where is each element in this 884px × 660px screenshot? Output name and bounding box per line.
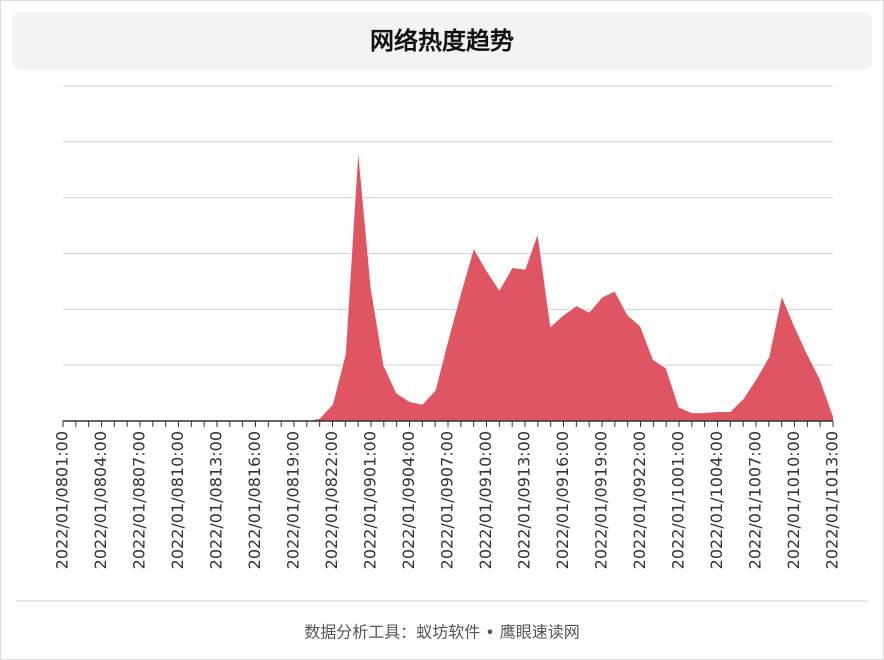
x-tick-label: 2022/01/0822:00 (322, 431, 341, 569)
x-tick-label: 2022/01/0801:00 (53, 431, 72, 569)
x-tick-label: 2022/01/1010:00 (784, 431, 803, 569)
x-tick-label: 2022/01/1004:00 (707, 431, 726, 569)
x-tick-label: 2022/01/0813:00 (207, 431, 226, 569)
x-tick-label: 2022/01/0901:00 (361, 431, 380, 569)
footer: 数据分析工具：蚁坊软件 • 鹰眼速读网 (304, 623, 580, 642)
x-tick-label: 2022/01/1001:00 (669, 431, 688, 569)
x-tick-label: 2022/01/0922:00 (630, 431, 649, 569)
x-tick-label: 2022/01/0910:00 (476, 431, 495, 569)
x-tick-label: 2022/01/0819:00 (284, 431, 303, 569)
x-tick-label: 2022/01/1007:00 (746, 431, 765, 569)
x-tick-label: 2022/01/0810:00 (168, 431, 187, 569)
x-tick-label: 2022/01/0804:00 (91, 431, 110, 569)
area (63, 147, 833, 422)
x-tick-label: 2022/01/0816:00 (245, 431, 264, 569)
x-tick-label: 2022/01/0919:00 (592, 431, 611, 569)
x-tick-label: 2022/01/0807:00 (130, 431, 149, 569)
x-tick-label: 2022/01/0904:00 (399, 431, 418, 569)
x-tick-label: 2022/01/1013:00 (823, 431, 842, 569)
x-tick-label: 2022/01/0907:00 (438, 431, 457, 569)
x-tick-label: 2022/01/0913:00 (515, 431, 534, 569)
title-box (12, 12, 872, 70)
chart-title: 网络热度趋势 (370, 27, 514, 55)
x-tick-label: 2022/01/0916:00 (553, 431, 572, 569)
